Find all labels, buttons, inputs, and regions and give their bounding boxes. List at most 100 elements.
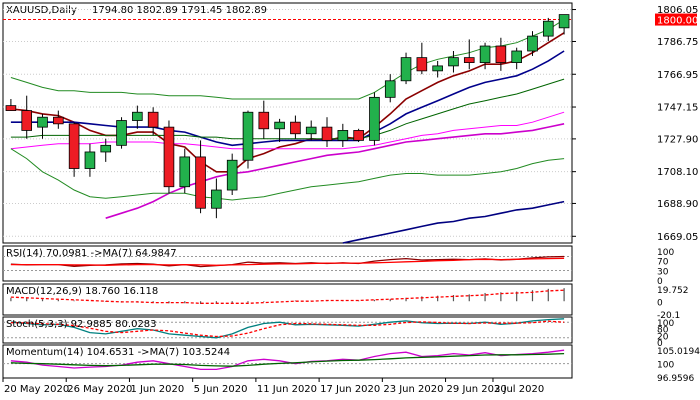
candle [416,42,428,75]
indicator-scale-label: 0 [657,339,663,349]
candle-body [179,156,191,188]
candle-body [211,189,222,209]
candle-body [384,80,396,98]
candle-body [132,111,143,121]
overlay-line-3 [10,111,565,150]
candle [479,42,491,70]
indicator-frame [2,316,573,344]
candle-body [527,35,538,52]
indicator-label: Momentum(14) 104.6531 ->MA(7) 103.5244 [6,347,230,358]
candle-body [305,126,317,135]
candle-body [542,20,554,37]
current-price-tag [655,13,697,26]
price-tick-label: 1669.05 [657,232,698,243]
candle [21,95,33,139]
indicator-panel-3: Momentum(14) 104.6531 ->MA(7) 103.5244 10… [2,344,700,384]
overlay-line-2 [10,78,565,140]
candle [163,120,175,194]
indicator-scale-label: 70 [657,258,669,268]
x-tick-label: 20 May 2020 [4,384,69,395]
candle-body [416,57,428,72]
candle [5,99,17,111]
price-tick-label: 1747.15 [657,103,698,114]
candle-body [337,130,349,141]
x-tick-label: 23 Jun 2020 [383,384,443,395]
current-price-label: 1800.00 [657,16,698,27]
indicator-scale-label: 30 [657,267,669,277]
candle-body [116,120,127,146]
indicator-frame [2,245,573,282]
candle-body [290,121,301,135]
indicator-line-1 [10,320,565,338]
indicator-line-0 [10,289,565,304]
candle [542,17,554,42]
candle [68,122,80,177]
candle [211,178,222,219]
candle-body [147,111,159,128]
indicator-line-1 [10,352,565,367]
indicator-label: MACD(12,26,9) 18.760 16.118 [6,286,158,297]
candle [448,51,459,73]
candle [321,117,333,147]
price-tick-label: 1708.10 [657,167,698,178]
candle [84,143,96,177]
overlay-line-4 [105,123,565,219]
candle [258,100,270,139]
symbol-label: XAUUSD,Daily [6,5,77,16]
price-tick-label: 1806.05 [657,5,698,16]
indicator-label: Stoch(5,3,3) 92.9885 80.0283 [6,319,157,330]
candle-body [353,130,364,141]
indicator-scale-label: 0 [657,299,663,309]
indicator-scale-label: 20 [657,332,669,342]
overlay-line-6 [10,19,565,100]
indicator-label: RSI(14) 70.0981 ->MA(7) 64.9847 [6,248,177,259]
candle-body [163,126,175,188]
indicator-scale-label: 19.752 [657,286,689,296]
candle [369,92,380,146]
indicator-scale-label: 105.0194 [657,347,700,357]
indicator-line-0 [10,318,565,339]
x-tick-label: 5 Jun 2020 [194,384,248,395]
candle-body [463,57,475,63]
indicator-scale-label: -20.1 [657,311,680,321]
candle-body [84,151,96,169]
price-tick-label: 1688.90 [657,199,698,210]
candle [53,110,64,129]
x-tick-label: 3 Jul 2020 [494,384,544,395]
overlay-line-0 [10,32,565,173]
candle [290,115,301,139]
candle-body [37,116,48,128]
price-tick-label: 1786.75 [657,37,698,48]
candle-body [274,121,285,130]
candle [353,128,364,143]
candle-body [100,144,112,153]
candle [527,31,538,56]
candle [147,107,159,136]
candle-body [495,45,507,63]
indicator-line-1 [10,257,565,266]
x-tick-label: 11 Jun 2020 [257,384,317,395]
indicator-frame [2,344,573,379]
candle [116,117,127,149]
candle-body [68,123,80,169]
candle [132,105,143,129]
candle-body [448,57,459,67]
candle [179,148,191,194]
candle [100,138,112,162]
candle [37,113,48,139]
candle-body [511,50,522,63]
indicator-scale-label: 100 [657,319,674,329]
candle-body [321,126,333,141]
candle-body [242,111,254,161]
candle-body [479,45,491,63]
price-tick-label: 1727.90 [657,134,698,145]
candle [337,123,349,147]
indicator-frame [2,283,573,316]
candle-body [53,116,64,125]
candle [195,140,206,214]
candle [274,118,285,143]
indicator-scale-label: 96.9596 [657,374,694,384]
candle-body [258,111,270,130]
